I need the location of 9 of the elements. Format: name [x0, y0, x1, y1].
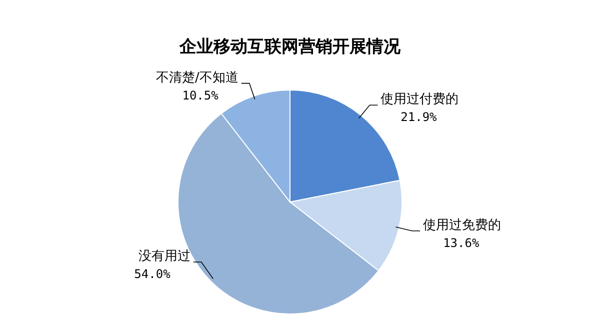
chart-title: 企业移动互联网营销开展情况 [178, 37, 402, 57]
data-label: 13.6% [443, 236, 480, 250]
slice-label: 使用过付费的 [380, 92, 459, 108]
data-label: 21.9% [400, 110, 438, 124]
data-label: 10.5% [182, 88, 220, 102]
slice-label: 不清楚/不知道 [156, 70, 238, 86]
slice-label: 没有用过 [138, 249, 190, 264]
slice-label: 使用过免费的 [423, 218, 502, 233]
data-label: 54.0% [134, 267, 172, 281]
